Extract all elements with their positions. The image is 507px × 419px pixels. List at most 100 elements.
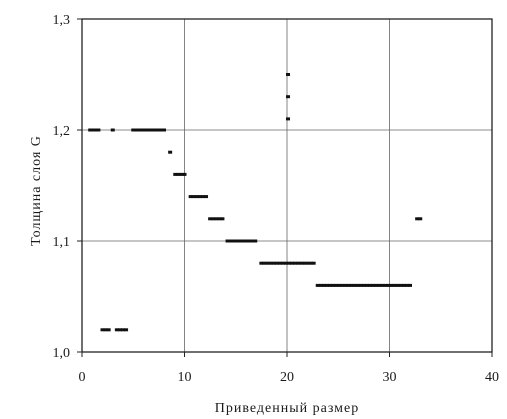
data-point: [131, 128, 136, 132]
data-point: [228, 239, 233, 243]
data-point: [380, 283, 385, 287]
data-point: [265, 261, 270, 265]
data-point: [220, 217, 225, 221]
data-point: [134, 128, 139, 132]
data-point: [404, 283, 409, 287]
data-point: [302, 261, 307, 265]
data-point: [371, 283, 376, 287]
data-point: [324, 283, 329, 287]
data-point: [293, 261, 298, 265]
data-point: [290, 261, 295, 265]
data-point: [377, 283, 382, 287]
data-point: [191, 195, 196, 199]
data-point: [355, 283, 360, 287]
data-point: [96, 128, 101, 132]
data-points: [88, 73, 423, 332]
data-point: [321, 283, 326, 287]
data-point: [368, 283, 373, 287]
data-point: [117, 328, 122, 332]
data-point: [182, 172, 187, 176]
data-point: [88, 128, 93, 132]
data-point: [259, 261, 264, 265]
grid-lines: [82, 19, 492, 352]
data-point: [214, 217, 219, 221]
data-point: [352, 283, 357, 287]
data-point: [140, 128, 145, 132]
data-point: [110, 128, 115, 132]
data-point: [337, 283, 342, 287]
data-point: [346, 283, 351, 287]
data-point: [383, 283, 388, 287]
data-point: [315, 283, 320, 287]
data-point: [176, 172, 181, 176]
data-point: [268, 261, 273, 265]
data-point: [194, 195, 199, 199]
data-point: [364, 283, 369, 287]
data-point: [283, 261, 288, 265]
data-point: [286, 117, 291, 121]
x-tick-label: 10: [178, 370, 192, 385]
data-point: [253, 239, 258, 243]
data-point: [334, 283, 339, 287]
y-tick-label: 1,1: [53, 235, 71, 250]
data-point: [168, 150, 173, 154]
data-point: [208, 217, 213, 221]
data-point: [349, 283, 354, 287]
y-tick-label: 1,3: [53, 13, 71, 28]
data-point: [392, 283, 397, 287]
data-point: [244, 239, 248, 243]
data-point: [296, 261, 301, 265]
data-point: [415, 217, 420, 221]
data-point: [418, 217, 423, 221]
data-point: [389, 283, 394, 287]
data-point: [155, 128, 160, 132]
data-point: [308, 261, 313, 265]
data-point: [250, 239, 255, 243]
data-point: [398, 283, 403, 287]
data-point: [237, 239, 242, 243]
data-point: [328, 283, 333, 287]
data-point: [299, 261, 304, 265]
x-axis-label: Приведенный размер: [215, 401, 360, 416]
data-point: [401, 283, 406, 287]
data-point: [124, 328, 129, 332]
data-point: [277, 261, 282, 265]
data-point: [106, 328, 111, 332]
data-point: [331, 283, 336, 287]
data-point: [121, 328, 125, 332]
data-point: [225, 239, 230, 243]
x-tick-label: 20: [280, 370, 294, 385]
y-tick-label: 1,0: [53, 346, 71, 361]
data-point: [211, 217, 216, 221]
data-point: [287, 261, 292, 265]
data-point: [231, 239, 236, 243]
x-tick-label: 0: [79, 370, 86, 385]
data-point: [200, 195, 205, 199]
data-point: [408, 283, 412, 287]
data-point: [197, 195, 202, 199]
data-point: [395, 283, 400, 287]
x-tick-label: 40: [485, 370, 499, 385]
data-point: [173, 172, 178, 176]
data-point: [204, 195, 209, 199]
x-axis-ticks: 0 10 20 30 40: [79, 352, 499, 385]
data-point: [92, 128, 97, 132]
data-point: [305, 261, 310, 265]
x-tick-label: 30: [383, 370, 397, 385]
data-point: [114, 328, 119, 332]
data-point: [137, 128, 142, 132]
data-point: [146, 128, 151, 132]
data-point: [318, 283, 323, 287]
data-point: [217, 217, 222, 221]
y-axis-ticks: 1,0 1,1 1,2 1,3: [53, 13, 82, 361]
data-point: [179, 172, 184, 176]
data-point: [274, 261, 279, 265]
data-point: [361, 283, 366, 287]
data-point: [358, 283, 363, 287]
data-point: [286, 73, 291, 76]
data-point: [162, 128, 166, 132]
data-point: [143, 128, 148, 132]
data-point: [234, 239, 239, 243]
data-point: [90, 128, 95, 132]
